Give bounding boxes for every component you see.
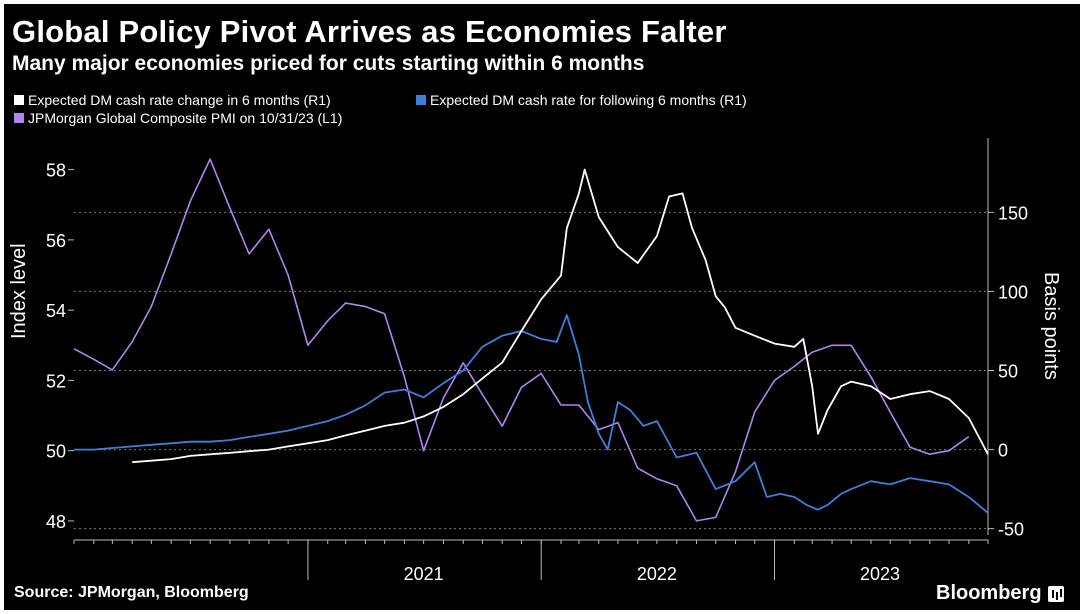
y-axis-left-label: Index level: [8, 243, 30, 339]
left-tick-label: 56: [46, 231, 66, 251]
brand-name: Bloomberg: [936, 582, 1042, 604]
legend-swatch-purple: [14, 113, 24, 123]
legend-label: Expected DM cash rate for following 6 mo…: [430, 92, 747, 108]
bloomberg-chart-icon: [1047, 585, 1064, 602]
left-tick-label: 50: [46, 442, 66, 462]
left-tick-label: 54: [46, 301, 66, 321]
chart-frame: Global Policy Pivot Arrives as Economies…: [4, 4, 1080, 610]
brand-logo: Bloomberg: [936, 582, 1064, 605]
chart-svg: 48 50 52 54 56 58 -50 0 50 100 150 2021 2022 2023: [46, 138, 1028, 584]
right-tick-label: 0: [998, 441, 1008, 461]
left-tick-label: 58: [46, 161, 66, 181]
legend-swatch-blue: [416, 95, 426, 105]
x-tick-label: 2021: [404, 564, 444, 584]
right-tick-label: 50: [998, 362, 1018, 382]
chart-subtitle: Many major economies priced for cuts sta…: [12, 52, 645, 75]
legend-item-pmi: JPMorgan Global Composite PMI on 10/31/2…: [14, 110, 342, 126]
right-tick-label: -50: [998, 520, 1024, 540]
series-line-following-6m: [74, 314, 989, 514]
left-tick-label: 48: [46, 512, 66, 532]
legend-item-change-6m: Expected DM cash rate change in 6 months…: [14, 92, 331, 108]
legend-label: Expected DM cash rate change in 6 months…: [28, 92, 331, 108]
x-tick-label: 2023: [860, 564, 900, 584]
series-line-pmi: [73, 158, 970, 522]
source-note: Source: JPMorgan, Bloomberg: [14, 584, 249, 601]
series-line-change-6m: [132, 168, 989, 464]
legend-item-following-6m: Expected DM cash rate for following 6 mo…: [416, 92, 747, 108]
right-tick-label: 100: [998, 282, 1028, 302]
legend-label: JPMorgan Global Composite PMI on 10/31/2…: [28, 110, 343, 126]
left-tick-label: 52: [46, 371, 66, 391]
right-tick-label: 150: [998, 203, 1028, 223]
y-axis-right-label: Basis points: [1040, 272, 1062, 380]
legend-swatch-white: [14, 95, 24, 105]
chart-title: Global Policy Pivot Arrives as Economies…: [12, 14, 727, 49]
x-tick-label: 2022: [637, 564, 677, 584]
